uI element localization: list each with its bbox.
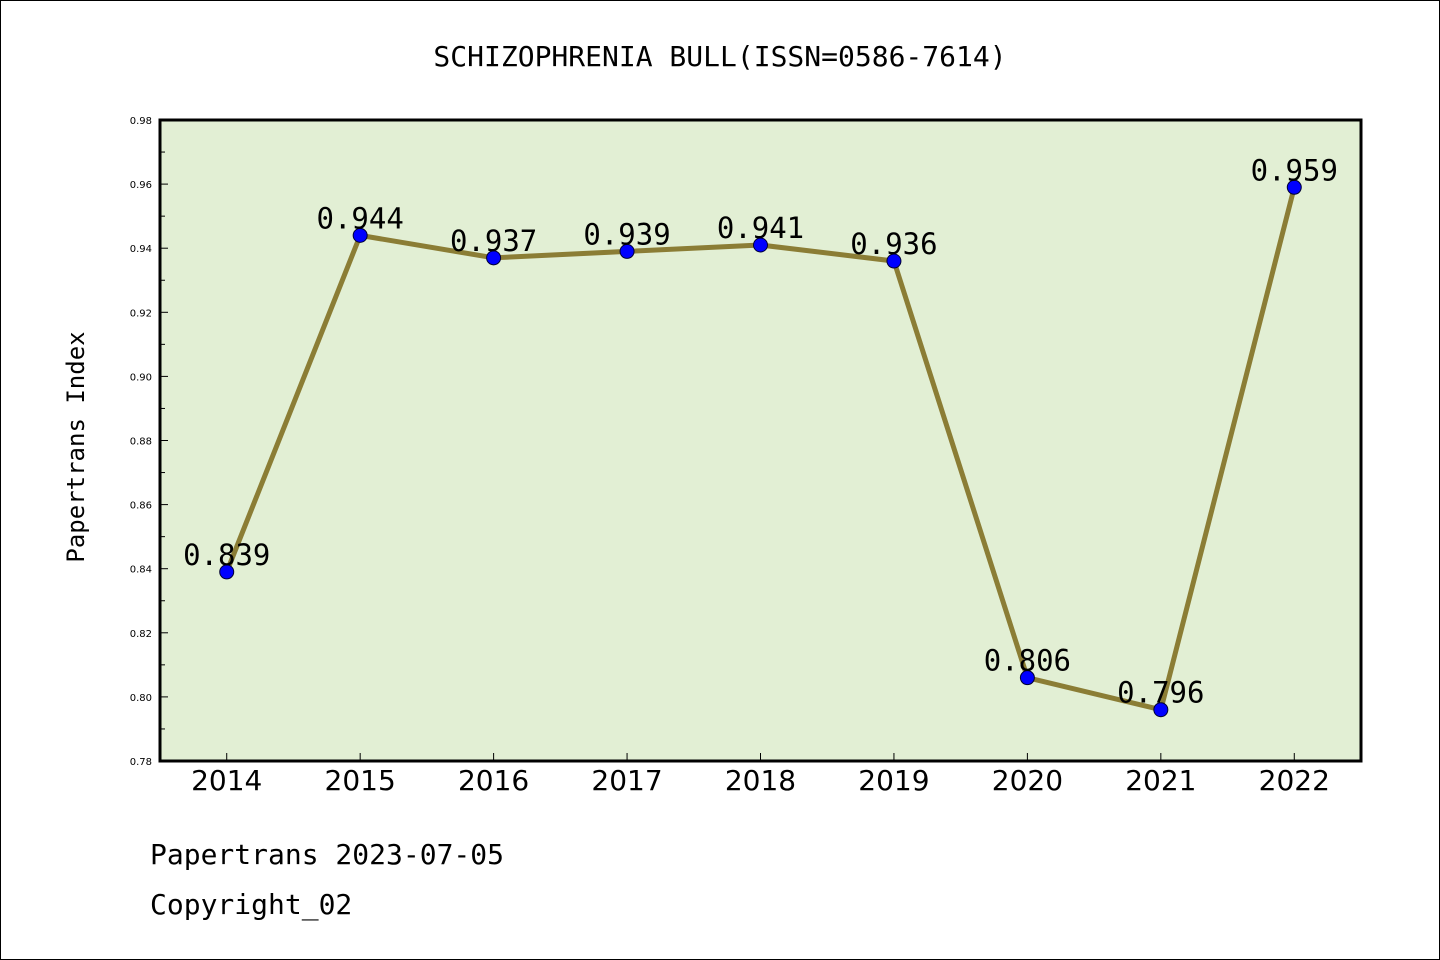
data-label: 0.937: [450, 224, 537, 258]
data-point: [886, 253, 902, 269]
plot-area: [160, 120, 1361, 761]
data-labels: 0.839 0.944 0.937 0.939 0.941 0.936 0.806 0.796…: [183, 153, 1338, 709]
data-label: 0.806: [984, 644, 1071, 678]
data-point: [753, 237, 768, 253]
data-point: [1153, 702, 1169, 718]
data-label: 0.796: [1117, 676, 1204, 710]
x-axis: 2014 2015 2016 2017 2018 2019 2020 2021 2022: [191, 753, 1330, 797]
y-tick-label: 0.80: [130, 693, 152, 704]
x-tick-label: 2015: [325, 764, 396, 797]
plot-border: [158, 118, 1363, 763]
x-tick-label: 2018: [725, 764, 796, 797]
y-tick-label: 0.88: [130, 437, 152, 448]
x-tick-label: 2016: [458, 764, 529, 797]
data-label: 0.939: [583, 217, 670, 251]
data-point: [352, 227, 368, 243]
y-tick-label: 0.94: [130, 244, 152, 255]
data-point: [1019, 670, 1035, 686]
data-point: [486, 250, 502, 266]
x-tick-label: 2014: [191, 764, 262, 797]
y-tick-label: 0.90: [130, 372, 152, 383]
data-label: 0.941: [717, 211, 804, 245]
y-axis-label: Papertrans Index: [62, 331, 90, 562]
y-tick-label: 0.98: [130, 116, 152, 127]
x-tick-label: 2022: [1259, 764, 1330, 797]
chart-title: SCHIZOPHRENIA BULL(ISSN=0586-7614): [433, 40, 1006, 73]
y-tick-label: 0.78: [130, 757, 152, 768]
x-tick-label: 2019: [858, 764, 929, 797]
x-tick-label: 2020: [992, 764, 1063, 797]
data-label: 0.944: [317, 201, 404, 235]
data-label: 0.936: [850, 227, 937, 261]
y-tick-label: 0.84: [130, 565, 152, 576]
data-point: [219, 564, 235, 580]
x-tick-label: 2017: [591, 764, 662, 797]
y-tick-label: 0.82: [130, 629, 152, 640]
footer-copyright-text: Copyright_02: [150, 888, 352, 922]
data-point: [619, 243, 635, 259]
x-tick-label: 2021: [1125, 764, 1196, 797]
data-points: [219, 179, 1302, 718]
data-point: [1286, 179, 1302, 195]
footer-date-text: Papertrans 2023-07-05: [150, 838, 504, 871]
y-tick-label: 0.96: [130, 180, 152, 191]
data-label: 0.839: [183, 538, 270, 572]
data-label: 0.959: [1251, 153, 1338, 187]
y-tick-label: 0.86: [130, 501, 152, 512]
y-tick-label: 0.92: [130, 308, 152, 319]
